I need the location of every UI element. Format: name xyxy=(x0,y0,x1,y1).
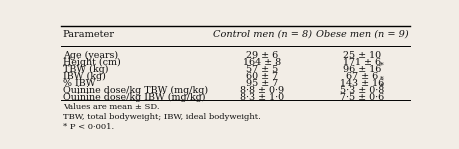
Text: 96 ± 16: 96 ± 16 xyxy=(342,65,381,74)
Text: 143 ± 16: 143 ± 16 xyxy=(340,79,384,88)
Text: *: * xyxy=(379,61,383,69)
Text: TBW, total bodyweight; IBW, ideal bodyweight.: TBW, total bodyweight; IBW, ideal bodywe… xyxy=(63,113,260,121)
Text: Age (years): Age (years) xyxy=(63,51,118,60)
Text: Obese men (n = 9): Obese men (n = 9) xyxy=(315,30,408,39)
Text: Quinine dose/kg IBW (mg/kg): Quinine dose/kg IBW (mg/kg) xyxy=(63,93,205,102)
Text: Control men (n = 8): Control men (n = 8) xyxy=(213,30,311,39)
Text: 171 ± 6: 171 ± 6 xyxy=(342,58,381,67)
Text: 57 ± 5: 57 ± 5 xyxy=(246,65,278,74)
Text: 29 ± 6: 29 ± 6 xyxy=(246,51,278,60)
Text: 8·8 ± 0·9: 8·8 ± 0·9 xyxy=(240,86,284,95)
Text: Values are mean ± SD.: Values are mean ± SD. xyxy=(63,103,159,111)
Text: % IBW: % IBW xyxy=(63,79,95,88)
Text: 95 ± 7: 95 ± 7 xyxy=(246,79,278,88)
Text: * P < 0·001.: * P < 0·001. xyxy=(63,123,114,131)
Text: 7·5 ± 0·6: 7·5 ± 0·6 xyxy=(340,93,384,102)
Text: *: * xyxy=(379,83,383,91)
Text: IBW (kg): IBW (kg) xyxy=(63,72,106,81)
Text: Parameter: Parameter xyxy=(63,30,115,39)
Text: 67 ± 6: 67 ± 6 xyxy=(346,72,378,81)
Text: 164 ± 8: 164 ± 8 xyxy=(243,58,281,67)
Text: 25 ± 10: 25 ± 10 xyxy=(342,51,381,60)
Text: TBW (kg): TBW (kg) xyxy=(63,65,108,74)
Text: 60 ± 7: 60 ± 7 xyxy=(246,72,278,81)
Text: Height (cm): Height (cm) xyxy=(63,58,120,67)
Text: *: * xyxy=(379,76,383,84)
Text: Quinine dose/kg TBW (mg/kg): Quinine dose/kg TBW (mg/kg) xyxy=(63,86,207,95)
Text: 8·3 ± 1·0: 8·3 ± 1·0 xyxy=(240,93,284,102)
Text: 5·3 ± 0·8: 5·3 ± 0·8 xyxy=(340,86,384,95)
